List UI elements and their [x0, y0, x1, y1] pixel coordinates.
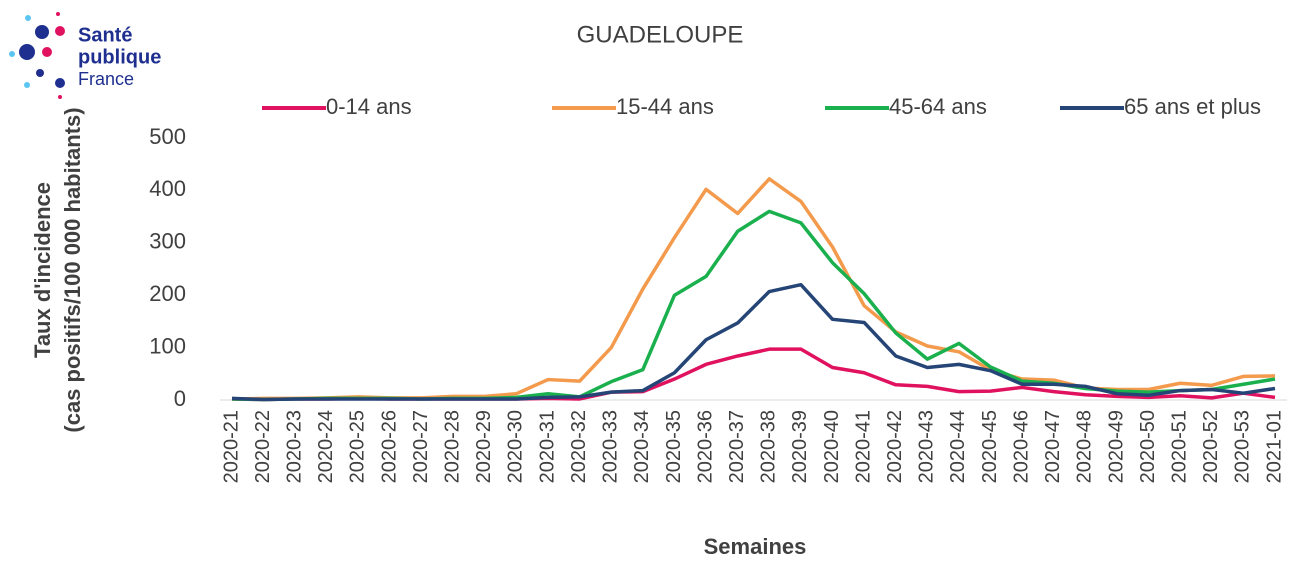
y-tick-label: 0	[174, 386, 186, 411]
x-tick-label: 2020-24	[315, 410, 337, 483]
x-tick-label: 2020-32	[568, 410, 590, 483]
x-tick-label: 2020-48	[1074, 410, 1096, 483]
y-axis-title: Taux d'incidence	[30, 182, 55, 358]
x-tick-label: 2020-23	[283, 410, 305, 483]
x-tick-label: 2020-43	[916, 410, 938, 483]
x-tick-label: 2020-47	[1042, 410, 1064, 483]
logo-text: publique	[78, 46, 161, 68]
x-tick-label: 2020-46	[1010, 410, 1032, 483]
x-tick-label: 2020-22	[252, 410, 274, 483]
y-tick-label: 500	[149, 124, 186, 149]
legend-label: 15-44 ans	[616, 94, 714, 119]
x-tick-label: 2020-38	[758, 410, 780, 483]
x-tick-label: 2020-40	[821, 410, 843, 483]
x-tick-label: 2020-44	[947, 410, 969, 483]
x-tick-label: 2020-39	[789, 410, 811, 483]
y-axis-title: (cas positifs/100 000 habitants)	[60, 107, 85, 432]
x-tick-label: 2020-35	[663, 410, 685, 483]
legend-label: 65 ans et plus	[1124, 94, 1261, 119]
y-tick-label: 200	[149, 281, 186, 306]
x-tick-label: 2020-28	[442, 410, 464, 483]
x-axis-title: Semaines	[704, 534, 807, 559]
x-tick-label: 2020-31	[536, 410, 558, 483]
logo: Santé publique France	[9, 12, 161, 99]
x-tick-label: 2020-27	[410, 410, 432, 483]
x-tick-label: 2020-51	[1168, 410, 1190, 483]
chart-title: GUADELOUPE	[577, 21, 744, 48]
series-line	[231, 177, 1276, 401]
logo-text: Santé	[78, 24, 132, 46]
x-tick-label: 2020-37	[726, 410, 748, 483]
x-tick-label: 2020-41	[852, 410, 874, 483]
y-tick-label: 300	[149, 229, 186, 254]
legend-label: 0-14 ans	[326, 94, 412, 119]
legend-label: 45-64 ans	[889, 94, 987, 119]
logo-text: France	[78, 69, 134, 89]
x-tick-label: 2020-33	[600, 410, 622, 483]
y-tick-label: 400	[149, 176, 186, 201]
x-tick-label: 2020-29	[473, 410, 495, 483]
series-line	[231, 282, 1276, 402]
x-tick-label: 2021-01	[1263, 410, 1285, 483]
y-tick-label: 100	[149, 333, 186, 358]
x-tick-label: 2020-45	[979, 410, 1001, 483]
x-tick-label: 2020-52	[1200, 410, 1222, 483]
x-tick-label: 2020-25	[347, 410, 369, 483]
x-tick-label: 2020-49	[1105, 410, 1127, 483]
x-tick-label: 2020-30	[505, 410, 527, 483]
x-tick-label: 2020-36	[694, 410, 716, 483]
x-tick-label: 2020-42	[884, 410, 906, 483]
x-tick-label: 2020-53	[1232, 410, 1254, 483]
x-tick-label: 2020-50	[1137, 410, 1159, 483]
x-tick-label: 2020-34	[631, 410, 653, 483]
x-tick-label: 2020-26	[378, 410, 400, 483]
x-tick-label: 2020-21	[220, 410, 242, 483]
